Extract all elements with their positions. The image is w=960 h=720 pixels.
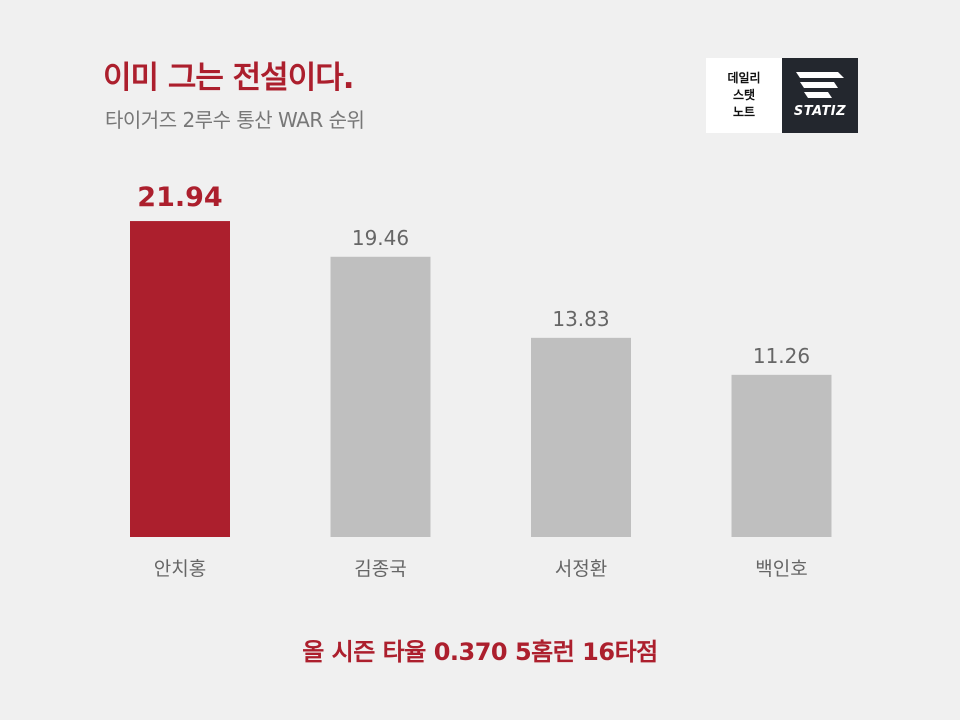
statiz-logo-icon bbox=[796, 72, 844, 98]
bar bbox=[330, 256, 431, 537]
bar-value-label: 19.46 bbox=[352, 226, 409, 250]
daily-stat-note-logo: 데일리 스탯 노트 bbox=[706, 58, 782, 133]
brand-logos: 데일리 스탯 노트 STATIZ bbox=[706, 58, 858, 133]
bar-value-label: 13.83 bbox=[552, 307, 609, 331]
bar-value-label: 21.94 bbox=[137, 182, 222, 213]
footer-note: 올 시즌 타율 0.370 5홈런 16타점 bbox=[302, 638, 658, 666]
chart-title: 이미 그는 전설이다. bbox=[103, 60, 355, 96]
bar-value-label: 11.26 bbox=[753, 344, 810, 368]
daily-logo-line: 데일리 bbox=[727, 71, 761, 85]
statiz-logo: STATIZ bbox=[782, 58, 858, 133]
daily-logo-line: 노트 bbox=[732, 105, 756, 119]
category-label: 백인호 bbox=[755, 558, 807, 580]
bar bbox=[130, 221, 230, 537]
category-label: 안치홍 bbox=[154, 558, 206, 580]
statiz-label: STATIZ bbox=[793, 104, 847, 119]
bar-chart: 21.94 안치홍 19.46 김종국 13.83 서정환 11.26 백인호 bbox=[130, 182, 832, 580]
bar bbox=[531, 337, 631, 537]
daily-logo-line: 스탯 bbox=[732, 88, 756, 102]
category-label: 김종국 bbox=[354, 558, 406, 580]
category-label: 서정환 bbox=[555, 558, 607, 580]
bar bbox=[731, 374, 832, 537]
chart-subtitle: 타이거즈 2루수 통산 WAR 순위 bbox=[105, 108, 365, 132]
